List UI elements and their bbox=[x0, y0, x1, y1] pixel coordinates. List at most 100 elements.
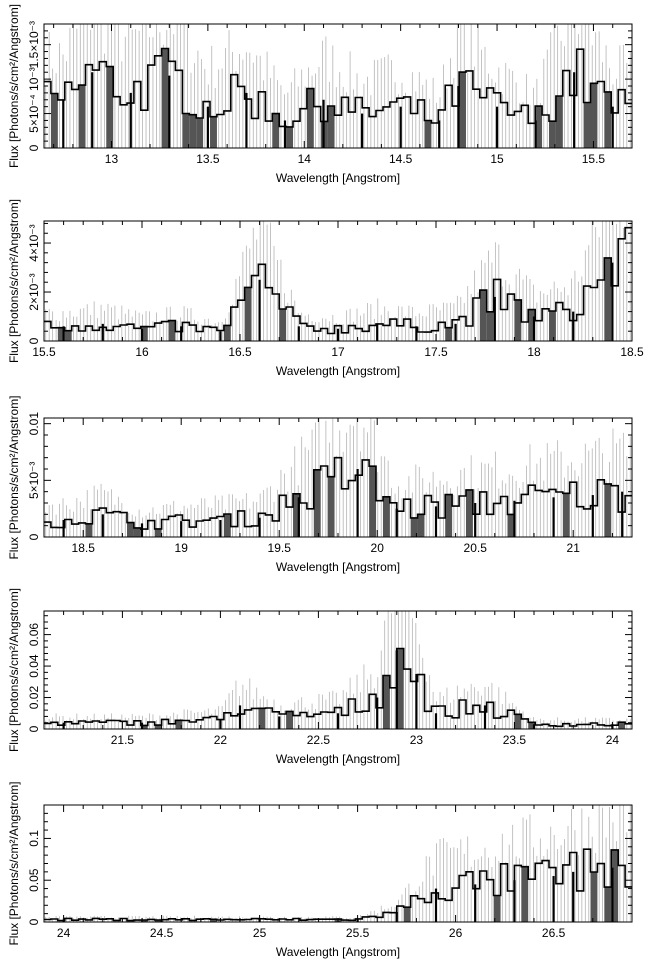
data-bin bbox=[382, 496, 390, 537]
data-bin bbox=[535, 106, 543, 148]
data-bin bbox=[223, 514, 231, 537]
data-bin bbox=[140, 920, 148, 922]
y-tick-label: 10⁻³ bbox=[27, 67, 41, 91]
data-step-line bbox=[44, 226, 632, 335]
y-tick-label: 0.05 bbox=[27, 868, 41, 892]
data-bin bbox=[182, 113, 190, 148]
data-bin bbox=[106, 66, 114, 148]
y-tick-label: 0 bbox=[27, 725, 41, 732]
data-bin bbox=[154, 528, 162, 537]
data-bin bbox=[528, 309, 536, 341]
data-bin bbox=[403, 907, 411, 922]
x-tick-label: 21.5 bbox=[111, 733, 135, 747]
x-tick-label: 25.5 bbox=[346, 926, 370, 940]
y-tick-label: 1.5×10⁻³ bbox=[27, 21, 41, 68]
x-tick-label: 13 bbox=[105, 152, 119, 166]
axes-frame bbox=[43, 610, 633, 730]
data-bin bbox=[583, 102, 591, 148]
y-axis-title: Flux [Photons/s/cm²/Angstrom] bbox=[7, 199, 21, 363]
data-bin bbox=[168, 320, 176, 341]
y-tick-label: 0.04 bbox=[27, 654, 41, 678]
data-bin bbox=[618, 722, 626, 729]
x-tick-label: 21 bbox=[567, 541, 581, 555]
x-tick-label: 25 bbox=[253, 926, 267, 940]
data-step-line bbox=[44, 848, 632, 922]
data-bin bbox=[210, 116, 217, 148]
data-bin bbox=[604, 483, 612, 537]
data-bin bbox=[410, 517, 418, 537]
x-tick-label: 19.5 bbox=[268, 541, 292, 555]
y-tick-label: 0 bbox=[27, 918, 41, 925]
data-bin bbox=[286, 711, 294, 729]
data-bin bbox=[521, 866, 529, 922]
y-axis-title: Flux [Photons/s/cm²/Angstrom] bbox=[7, 781, 21, 945]
data-bin bbox=[424, 120, 432, 148]
data-bin bbox=[161, 48, 169, 148]
data-bin bbox=[590, 872, 598, 922]
y-tick-label: 2×10⁻³ bbox=[27, 273, 41, 310]
plot-area-3 bbox=[44, 418, 632, 537]
data-bin bbox=[244, 287, 252, 341]
x-tick-label: 20.5 bbox=[464, 541, 488, 555]
y-tick-label: 0.02 bbox=[27, 686, 41, 710]
data-bin bbox=[327, 106, 335, 148]
y-tick-label: 0.06 bbox=[27, 623, 41, 647]
x-tick-label: 18.5 bbox=[620, 345, 644, 359]
data-bin bbox=[493, 895, 501, 922]
data-bin bbox=[604, 257, 612, 341]
y-axis-title: Flux [Photons/s/cm²/Angstrom] bbox=[7, 588, 21, 752]
data-bin bbox=[85, 523, 93, 537]
data-bin bbox=[140, 725, 148, 729]
data-bin bbox=[562, 493, 570, 537]
x-tick-label: 15 bbox=[490, 152, 504, 166]
y-axis-title: Flux [Photons/s/cm²/Angstrom] bbox=[7, 4, 21, 168]
data-bin bbox=[154, 725, 162, 729]
data-bin bbox=[64, 330, 72, 341]
data-bin bbox=[223, 325, 231, 341]
x-axis-title: Wavelength [Angstrom] bbox=[276, 945, 400, 959]
data-bin bbox=[279, 308, 287, 341]
y-tick-label: 5×10⁻³ bbox=[27, 462, 41, 499]
x-tick-label: 14 bbox=[298, 152, 312, 166]
data-bin bbox=[548, 121, 556, 148]
data-bin bbox=[272, 113, 280, 148]
y-tick-label: 0 bbox=[27, 337, 41, 344]
x-axis-title: Wavelength [Angstrom] bbox=[276, 752, 400, 766]
data-bin bbox=[154, 919, 162, 922]
x-tick-label: 16 bbox=[135, 345, 149, 359]
data-step-line bbox=[44, 47, 632, 128]
x-axis-title: Wavelength [Angstrom] bbox=[276, 171, 400, 185]
data-bin bbox=[286, 126, 294, 148]
data-bin bbox=[127, 522, 134, 537]
plot-area-2 bbox=[44, 221, 632, 341]
x-tick-label: 18.5 bbox=[72, 541, 96, 555]
data-bin bbox=[604, 91, 612, 148]
x-tick-label: 23.5 bbox=[503, 733, 527, 747]
y-tick-label: 0 bbox=[27, 533, 41, 540]
x-axis-title: Wavelength [Angstrom] bbox=[276, 364, 400, 378]
data-bin bbox=[514, 299, 522, 341]
x-axis-title: Wavelength [Angstrom] bbox=[276, 560, 400, 574]
data-bin bbox=[590, 83, 598, 148]
data-bin bbox=[555, 96, 563, 148]
x-tick-label: 26.5 bbox=[542, 926, 566, 940]
x-tick-label: 17 bbox=[331, 345, 345, 359]
x-tick-label: 13.5 bbox=[196, 152, 220, 166]
data-bin bbox=[133, 527, 141, 537]
data-bin bbox=[50, 93, 58, 148]
data-bin bbox=[327, 476, 335, 537]
y-tick-label: 0.01 bbox=[27, 412, 41, 436]
y-tick-label: 0 bbox=[27, 144, 41, 151]
data-bin bbox=[189, 114, 197, 148]
data-bin bbox=[57, 327, 65, 341]
data-bin bbox=[445, 327, 453, 341]
panel-1: 13 13.5 14 14.5 15 15.5 0 5×10⁻⁴ 10⁻³1.5×10⁻³ Wav… bbox=[7, 4, 633, 185]
plot-area-4 bbox=[44, 611, 632, 729]
data-bin bbox=[306, 88, 314, 148]
panel-5: 24 24.5 25 25.5 26 26.5 0 0.05 0.1 Wavelength [An… bbox=[7, 781, 633, 959]
data-bin bbox=[417, 514, 425, 537]
y-tick-label: 5×10⁻⁴ bbox=[27, 94, 41, 133]
data-bin bbox=[396, 648, 404, 729]
data-bin bbox=[514, 714, 522, 729]
